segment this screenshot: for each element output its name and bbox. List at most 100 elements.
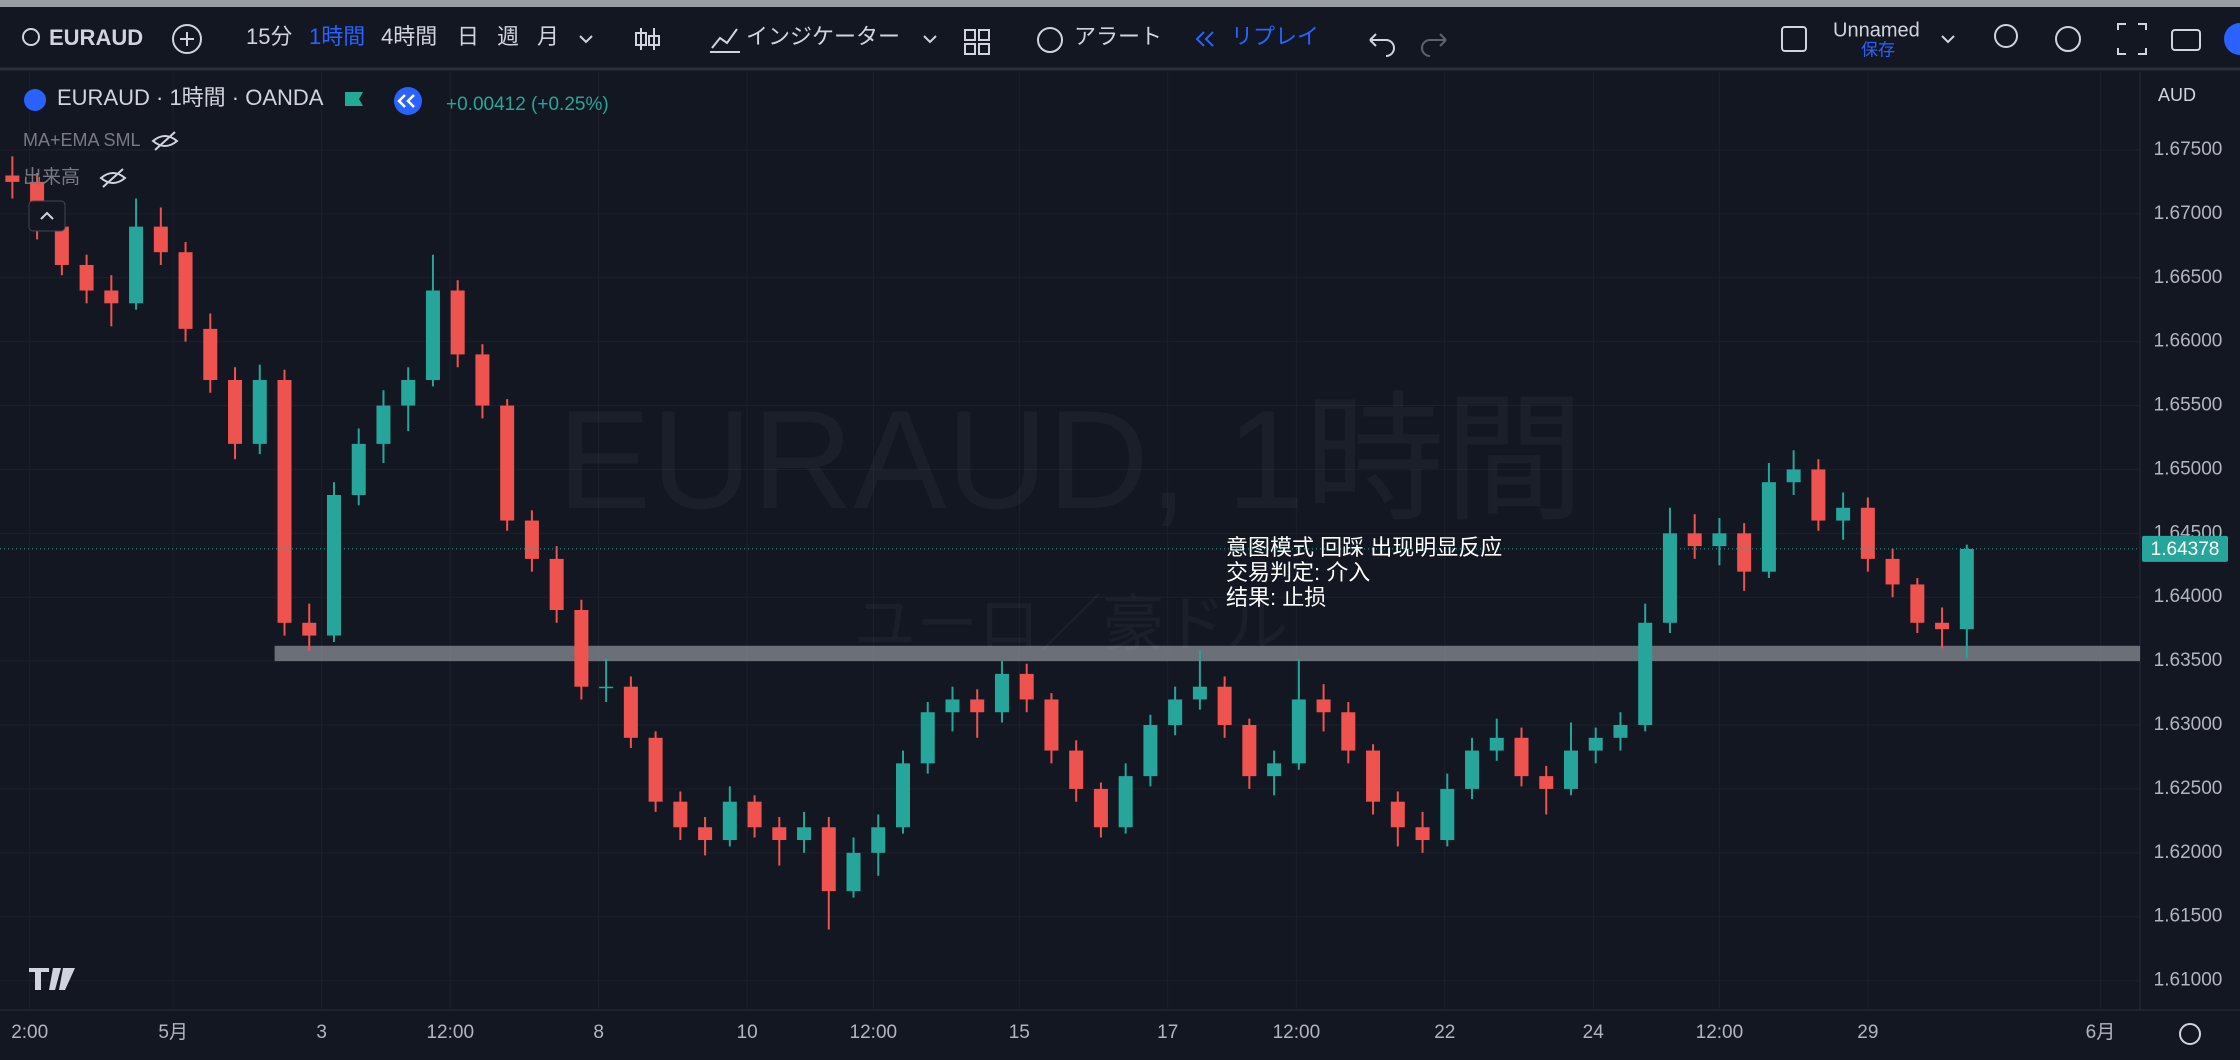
plus xyxy=(180,32,194,46)
indicator-icon xyxy=(710,28,740,53)
annotation: 结果: 止损 xyxy=(1226,585,1326,610)
watermark: EURAUD, 1時間 xyxy=(558,381,1585,538)
candle-body xyxy=(549,558,564,611)
alert[interactable]: アラート xyxy=(1074,24,1162,49)
logo xyxy=(29,968,75,990)
search-quick[interactable] xyxy=(1994,24,2018,48)
candle-body xyxy=(1811,469,1826,521)
candle-body xyxy=(376,405,391,444)
candle-body xyxy=(500,405,515,521)
dropdown[interactable] xyxy=(923,35,937,44)
candle-body xyxy=(475,354,490,406)
layout-name[interactable]: Unnamed xyxy=(1833,19,1920,41)
candle-body xyxy=(747,801,762,828)
interval[interactable]: 日 xyxy=(457,24,479,49)
hidden-icon[interactable] xyxy=(151,131,179,151)
candle-body xyxy=(1069,750,1084,789)
interval[interactable]: 週 xyxy=(497,24,519,49)
interval[interactable]: 月 xyxy=(537,24,559,49)
candle-body xyxy=(1737,533,1752,572)
candle-body xyxy=(623,686,638,738)
candle-body xyxy=(1019,673,1034,700)
candle-body xyxy=(1192,686,1207,700)
candle-body xyxy=(772,827,787,841)
dropdown[interactable] xyxy=(1941,35,1955,44)
x-tick-label: 29 xyxy=(1857,1022,1878,1043)
candle-body xyxy=(450,290,465,355)
x-tick-label: 12:00 xyxy=(426,1022,474,1043)
screenshot[interactable] xyxy=(2171,29,2201,51)
redo[interactable] xyxy=(1421,33,1447,57)
candle-body xyxy=(351,443,366,495)
interval[interactable]: 4時間 xyxy=(381,24,437,49)
candle-body xyxy=(1935,622,1950,630)
search-icon[interactable] xyxy=(22,28,40,46)
interval-selected[interactable]: 1時間 xyxy=(309,24,365,49)
x-tick-label: 12:00 xyxy=(850,1022,898,1043)
indicator-name[interactable]: 出来高 xyxy=(23,166,80,188)
chart-type[interactable] xyxy=(635,28,660,50)
candle-body xyxy=(1366,750,1381,802)
symbol[interactable]: EURAUD xyxy=(49,25,143,50)
axis-settings[interactable] xyxy=(2179,1023,2201,1045)
settings[interactable] xyxy=(2055,26,2081,52)
candle-body xyxy=(1588,737,1603,751)
candle-body xyxy=(945,699,960,713)
y-tick-label: 1.61000 xyxy=(2154,970,2223,991)
candle-body xyxy=(871,827,886,853)
candle-body xyxy=(277,379,292,623)
candle-body xyxy=(1093,788,1108,828)
replay-icon xyxy=(1195,31,1214,47)
collapse-glyph xyxy=(40,211,54,220)
candle-body xyxy=(1539,776,1554,789)
x-tick-label: 12:00 xyxy=(1273,1022,1321,1043)
hidden-icon[interactable] xyxy=(99,168,127,188)
x-tick-label: 3 xyxy=(316,1022,327,1043)
x-tick-label: 15 xyxy=(1009,1022,1030,1043)
x-tick-label: 10 xyxy=(737,1022,758,1043)
candle-body xyxy=(1761,482,1776,572)
indicator-name[interactable]: MA+EMA SML xyxy=(23,130,141,150)
add-symbol[interactable] xyxy=(172,24,202,54)
undo[interactable] xyxy=(1369,33,1395,57)
dropdown[interactable] xyxy=(579,35,593,44)
collapse-button[interactable] xyxy=(28,200,66,232)
indicators[interactable]: インジケーター xyxy=(746,24,900,49)
candle-body xyxy=(129,226,144,304)
y-tick-label: 1.66500 xyxy=(2154,267,2223,288)
save[interactable]: 保存 xyxy=(1861,40,1895,59)
candle-body xyxy=(79,264,94,291)
candle-body xyxy=(1860,507,1875,559)
y-tick-label: 1.67500 xyxy=(2154,139,2223,160)
candle-body xyxy=(1291,699,1306,764)
interval[interactable]: 15分 xyxy=(246,24,292,49)
last-price-badge xyxy=(2142,535,2228,562)
watermark-subtitle: ユーロ／豪ドル xyxy=(854,590,1288,659)
y-tick-label: 1.66000 xyxy=(2154,331,2223,352)
candle-body xyxy=(54,226,69,265)
replay[interactable]: リプレイ xyxy=(1231,24,1319,49)
y-tick-label: 1.63500 xyxy=(2154,650,2223,671)
y-tick-label: 1.62500 xyxy=(2154,778,2223,799)
candle-body xyxy=(1885,558,1900,585)
x-tick-label: 17 xyxy=(1157,1022,1178,1043)
candle-body xyxy=(104,290,119,304)
fullscreen[interactable] xyxy=(2117,23,2147,55)
candle-body xyxy=(896,763,911,828)
layouts[interactable] xyxy=(964,29,990,55)
candle-body xyxy=(5,175,20,182)
candle-body xyxy=(1044,699,1059,751)
currency[interactable]: AUD xyxy=(2158,85,2196,105)
candle-body xyxy=(252,379,267,444)
annotation: 交易判定: 介入 xyxy=(1226,560,1370,585)
window-strip xyxy=(0,0,2240,7)
candle-body xyxy=(1390,801,1405,828)
profile[interactable] xyxy=(2224,23,2240,55)
candle-body xyxy=(1687,533,1702,547)
candle-body xyxy=(153,226,168,253)
candle-body xyxy=(1440,788,1455,841)
last-price-label: 1.64378 xyxy=(2151,539,2220,560)
candle-body xyxy=(698,827,713,841)
layout-icon xyxy=(1781,26,1807,52)
